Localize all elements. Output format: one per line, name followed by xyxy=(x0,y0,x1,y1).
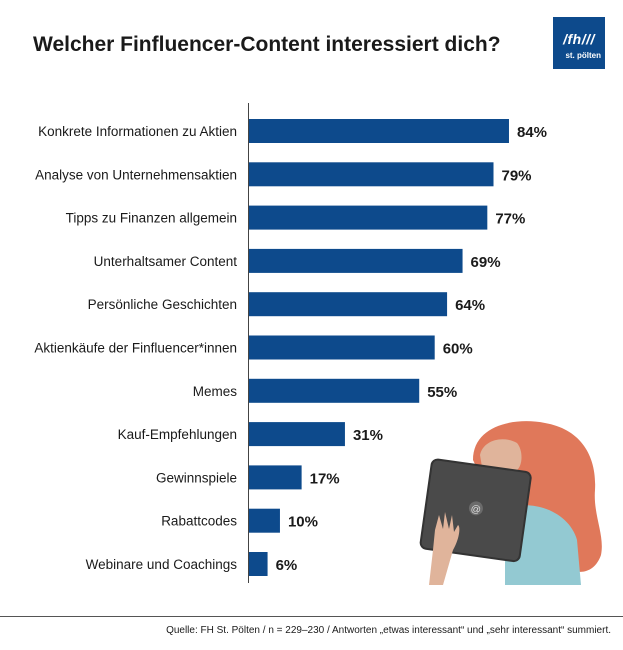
category-label: Unterhaltsamer Content xyxy=(94,254,238,269)
category-label: Gewinnspiele xyxy=(156,470,237,485)
value-label: 69% xyxy=(471,254,501,271)
category-label: Rabattcodes xyxy=(161,514,237,529)
logo-main-text: /fh/// xyxy=(563,31,595,47)
category-label: Persönliche Geschichten xyxy=(88,297,237,312)
fh-logo: /fh/// st. pölten xyxy=(553,17,605,69)
value-label: 84% xyxy=(517,124,547,141)
value-label: 77% xyxy=(495,211,525,228)
at-sign-icon xyxy=(468,501,483,516)
category-label: Kauf-Empfehlungen xyxy=(118,427,237,442)
value-label: 31% xyxy=(353,427,383,444)
woman-with-tablet-illustration: @ xyxy=(419,421,602,585)
category-label: Tipps zu Finanzen allgemein xyxy=(66,211,237,226)
bar xyxy=(249,552,268,576)
face-shape xyxy=(480,439,522,473)
bar xyxy=(249,508,280,533)
bar xyxy=(249,335,435,360)
bar xyxy=(249,162,494,187)
value-label: 6% xyxy=(276,557,298,574)
category-label: Webinare und Coachings xyxy=(86,557,238,572)
category-label: Memes xyxy=(193,384,238,399)
value-label: 10% xyxy=(288,514,318,531)
at-sign-glyph: @ xyxy=(470,504,482,516)
value-label: 60% xyxy=(443,341,473,358)
bar xyxy=(249,378,420,403)
value-label: 17% xyxy=(310,470,340,487)
source-note: Quelle: FH St. Pölten / n = 229–230 / An… xyxy=(166,625,611,636)
hand-shape xyxy=(429,512,460,585)
value-label: 55% xyxy=(427,384,457,401)
value-label: 64% xyxy=(455,297,485,314)
bar xyxy=(249,119,509,143)
bar xyxy=(249,422,345,447)
category-label: Konkrete Informationen zu Aktien xyxy=(38,124,237,139)
category-label: Analyse von Unternehmensaktien xyxy=(35,167,237,182)
logo-sub-text: st. pölten xyxy=(565,51,601,60)
bars-layer: Konkrete Informationen zu Aktien 84% Analy… xyxy=(34,119,547,576)
bar xyxy=(249,292,448,317)
bar xyxy=(249,248,463,273)
bar xyxy=(249,205,488,230)
bar-chart: Konkrete Informationen zu Aktien 84% Analy… xyxy=(34,103,547,583)
value-label: 79% xyxy=(502,167,532,184)
footer-divider xyxy=(0,616,623,617)
category-label: Aktienkäufe der Finfluencer*innen xyxy=(34,341,237,356)
chart-title: Welcher Finfluencer-Content interessiert… xyxy=(33,33,501,56)
bar xyxy=(249,465,302,490)
